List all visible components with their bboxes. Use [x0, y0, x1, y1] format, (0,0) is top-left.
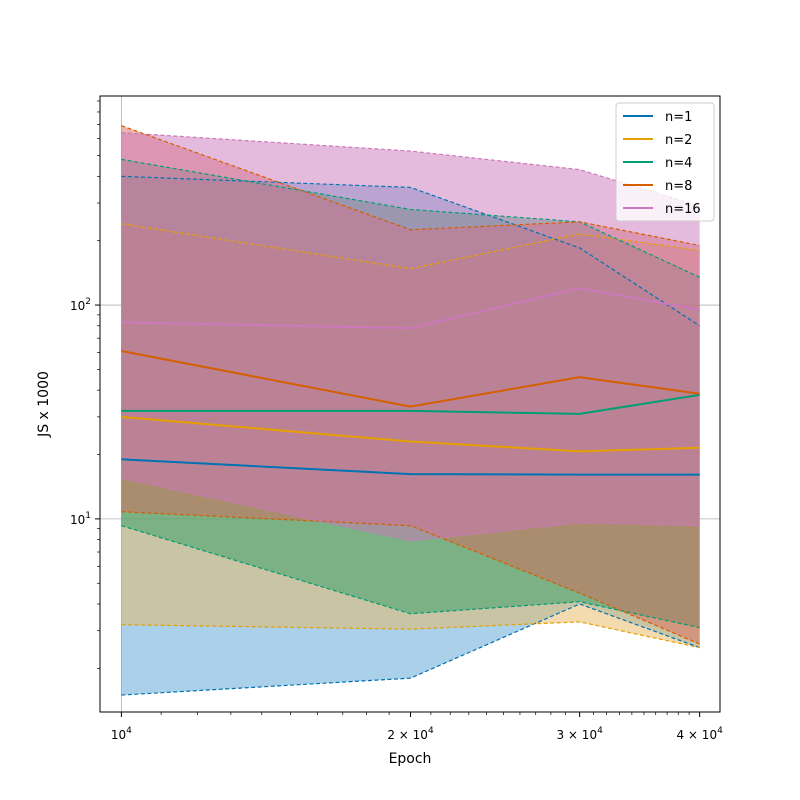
legend-label-series-5: n=16: [665, 202, 701, 217]
mean-line-series-3: [121, 393, 700, 415]
lower-line-series-3: [121, 525, 700, 629]
legend-label-series-4: n=8: [665, 179, 692, 194]
band-series-5: [121, 132, 700, 541]
plot-frame: [99, 95, 721, 713]
upper-line-series-4: [121, 125, 700, 247]
lower-line-series-1: [121, 603, 700, 696]
upper-line-series-2: [121, 223, 700, 270]
legend-frame: [615, 102, 715, 222]
mean-line-series-2: [121, 415, 700, 453]
x-axis-title: Epoch: [389, 751, 432, 767]
y-tick-label: 102: [70, 297, 91, 313]
mean-line-series-1: [121, 458, 700, 476]
mean-line-series-5: [121, 287, 700, 330]
x-tick-label: 3 × 104: [556, 726, 603, 742]
mean-lines: [121, 287, 700, 476]
x-tick-label: 2 × 104: [387, 726, 434, 742]
confidence-bands: [121, 125, 700, 696]
lower-line-series-2: [121, 621, 700, 649]
legend: n=1 n=2 n=4 n=8 n=16: [615, 102, 715, 222]
upper-line-series-3: [121, 158, 700, 278]
lower-line-series-4: [121, 511, 700, 645]
upper-line-series-1: [121, 175, 700, 327]
legend-label-series-1: n=1: [665, 110, 692, 125]
legend-label-series-2: n=2: [665, 133, 692, 148]
y-axis-title: JS x 1000: [36, 371, 52, 438]
axis-ticks: 104 2 × 104 3 × 104 4 × 104 101 102: [70, 100, 723, 742]
lower-line-series-5: [121, 477, 700, 542]
legend-label-series-3: n=4: [665, 156, 692, 171]
x-tick-label: 4 × 104: [676, 726, 723, 742]
x-tick-label: 104: [111, 726, 132, 742]
mean-line-series-4: [121, 349, 700, 408]
bound-lines: [121, 125, 700, 696]
y-tick-label: 101: [70, 511, 91, 527]
